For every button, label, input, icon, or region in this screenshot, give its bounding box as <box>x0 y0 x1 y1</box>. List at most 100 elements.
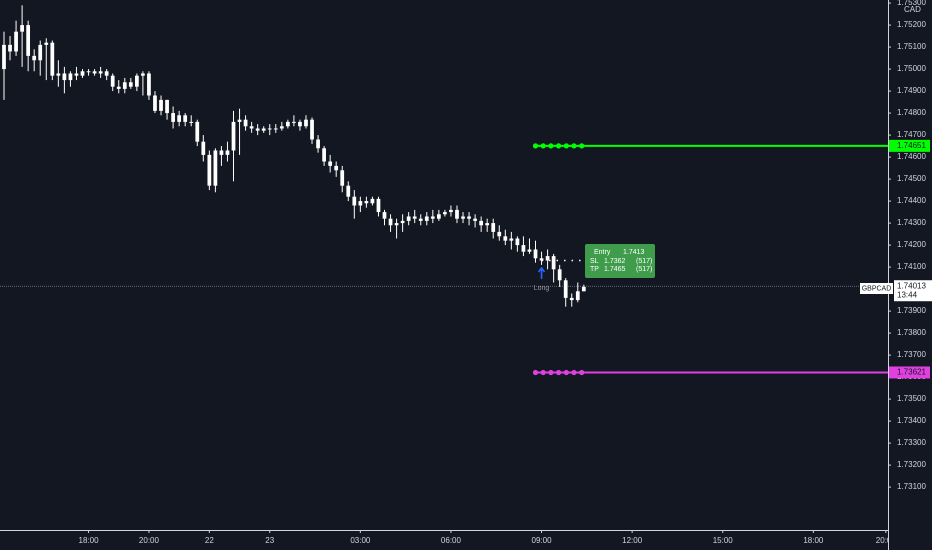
position-extra: (517) <box>636 258 652 265</box>
candle-body <box>237 119 242 122</box>
y-tick-label: 1.74300 <box>897 218 926 227</box>
candle-body <box>104 71 109 76</box>
candle-body <box>376 198 381 213</box>
candle-body <box>110 75 115 87</box>
candle-body <box>310 119 314 140</box>
y-tick-label: 1.73300 <box>897 438 926 447</box>
candle-body <box>153 95 157 111</box>
candle-body <box>165 99 169 114</box>
position-value: 1.7413 <box>623 249 645 256</box>
candle-body <box>207 154 212 186</box>
candle-body <box>370 198 375 204</box>
candle-body <box>430 216 435 219</box>
x-tick-label: 15:00 <box>713 536 734 545</box>
currency-label: CAD <box>904 5 921 14</box>
y-tick-label: 1.74900 <box>897 86 926 95</box>
candle-body <box>436 214 441 219</box>
last-price-box <box>894 280 932 302</box>
position-value: 1.7362 <box>604 258 626 265</box>
candle-body <box>116 86 121 89</box>
level-price-label: 1.73621 <box>897 368 926 377</box>
candle-body <box>183 115 188 122</box>
candle-body <box>479 220 484 226</box>
x-tick-label: 06:00 <box>441 536 462 545</box>
level-dot <box>532 369 539 376</box>
candle-body <box>364 201 369 204</box>
candle-body <box>358 201 363 206</box>
candle-body <box>177 115 182 122</box>
candle-body <box>231 121 236 151</box>
candle-body <box>92 71 97 74</box>
candle-body <box>467 216 471 219</box>
candle-body <box>527 249 532 252</box>
candle-body <box>134 75 139 87</box>
candle-body <box>32 55 37 61</box>
level-dot <box>540 369 546 376</box>
candle-body <box>219 150 224 155</box>
x-tick-label: 23 <box>265 536 274 545</box>
candle-body <box>171 113 175 122</box>
level-dot <box>556 369 562 376</box>
candle-body <box>322 148 326 162</box>
y-tick-label: 1.73100 <box>897 482 926 491</box>
time-axis: 18:00 20:00 22 23 03:00 06:00 09:00 12:00 15:00 1… <box>79 530 897 545</box>
candle-body <box>74 73 79 76</box>
candle-body <box>38 44 43 61</box>
level-dot <box>556 143 562 149</box>
candle-body <box>44 42 49 45</box>
candle-body <box>449 209 453 213</box>
candle-body <box>279 126 284 129</box>
position-value: 1.7465 <box>604 266 626 273</box>
level-dot <box>563 369 569 376</box>
candle-body <box>225 150 230 155</box>
x-tick-label: 18:00 <box>79 536 100 545</box>
level-dot <box>532 143 539 149</box>
level-price-label: 1.74651 <box>897 141 926 150</box>
candle-body <box>569 297 574 301</box>
y-tick-label: 1.75100 <box>897 42 926 51</box>
y-tick-label: 1.75300 <box>897 0 926 7</box>
x-tick-label: 03:00 <box>350 536 371 545</box>
candle-body <box>551 256 556 270</box>
candle-body <box>122 82 127 89</box>
candle-body <box>509 238 514 241</box>
countdown-label: 13:44 <box>897 290 918 299</box>
x-tick-label: 09:00 <box>532 536 553 545</box>
y-tick-label: 1.73800 <box>897 328 926 337</box>
candle-body <box>243 119 248 127</box>
candle-body <box>515 238 520 246</box>
candle-body <box>68 73 73 81</box>
candle-body <box>98 71 103 74</box>
candle-body <box>304 119 308 127</box>
plot-area: Long Entry 1.7413 SL 1.7362 (517) TP 1.7465 (517… <box>0 5 888 376</box>
last-price-label: 1.74013 <box>897 281 926 290</box>
x-tick-label: 20:00 <box>139 536 160 545</box>
y-tick-label: 1.74500 <box>897 174 926 183</box>
candle-body <box>292 121 296 123</box>
level-dot <box>548 143 554 149</box>
level-dot <box>579 143 585 149</box>
symbol-label: GBPCAD <box>862 285 892 292</box>
candle-body <box>86 71 91 73</box>
y-tick-label: 1.74700 <box>897 130 926 139</box>
candle-body <box>328 161 333 166</box>
candle-body <box>521 245 526 252</box>
position-label: TP <box>590 266 599 273</box>
candle-body <box>388 218 393 226</box>
y-tick-label: 1.75200 <box>897 20 926 29</box>
candle-body <box>20 25 24 32</box>
candle-body <box>255 128 260 131</box>
candle-body <box>273 128 278 130</box>
candle-body <box>485 223 490 226</box>
candle-body <box>394 223 399 226</box>
candle-body <box>539 258 544 261</box>
x-tick-label: 20:00 <box>876 536 897 545</box>
candle-body <box>382 212 387 219</box>
candle-body <box>443 212 447 215</box>
candle-body <box>201 141 206 155</box>
candle-body <box>461 216 465 219</box>
candle-body <box>545 256 550 261</box>
candle-body <box>575 291 580 301</box>
candle-body <box>340 170 345 186</box>
